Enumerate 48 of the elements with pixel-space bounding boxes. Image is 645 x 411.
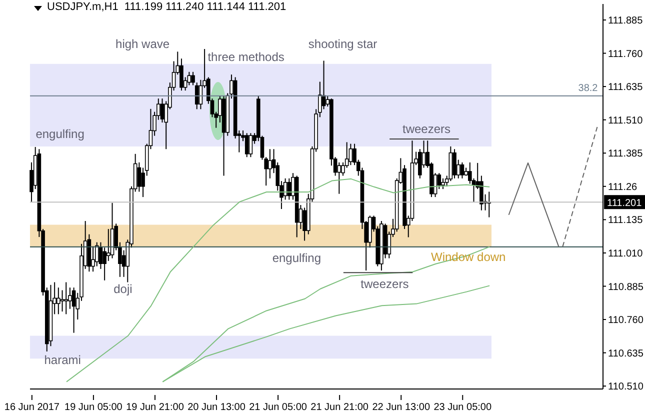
y-tick-label: 111.510 [608,115,644,126]
y-tick-label: 111.26 [608,182,638,193]
y-tick-label: 111.010 [608,248,644,260]
x-tick-label: 19 Jun 05:00 [64,402,123,411]
ref-line-label: 111.201 [607,198,642,210]
annotation: 38.2 [578,82,598,94]
y-tick-label: 111.885 [608,16,644,27]
y-tick-label: 110.635 [608,348,644,360]
annotation: shooting star [308,37,378,51]
annotation: three methods [208,50,284,64]
annotation: harami [44,353,81,367]
x-tick-label: 22 Jun 13:00 [372,402,430,411]
candlestick [441,178,445,190]
candlestick [56,287,60,315]
candlestick [160,98,164,123]
x-tick-label: 21 Jun 21:00 [310,402,369,411]
x-tick-label: 20 Jun 13:00 [188,402,246,411]
candlestick [244,132,249,158]
x-tick-label: 19 Jun 21:00 [126,402,184,411]
y-tick-label: 111.385 [608,148,644,160]
candlestick [452,148,456,179]
x-tick-label: 23 Jun 05:00 [434,402,492,411]
annotation: high wave [116,37,170,51]
y-tick-label: 111.760 [608,48,644,60]
candlestick [72,287,76,334]
candlestick [337,162,342,194]
candlestick [64,282,68,315]
candlestick [268,148,272,179]
y-tick-label: 111.135 [608,215,644,226]
candlestick [460,162,464,179]
annotation: tweezers [402,122,451,136]
candlestick [191,71,195,86]
y-tick-label: 110.760 [608,315,644,326]
candlestick [60,290,64,312]
candlestick [194,82,199,110]
x-tick-label: 16 Jun 2017 [4,402,60,411]
y-tick-label: 110.510 [608,382,644,393]
annotation: doji [114,282,132,296]
candlestick [248,132,253,158]
annotation: engulfing [272,251,322,265]
candlestick [437,172,442,190]
annotation: engulfing [36,127,84,141]
y-tick-label: 111.635 [608,82,644,94]
chart-title: USDJPY.m,H1 111.199 111.240 111.144 111.201 [47,1,286,13]
x-tick-label: 21 Jun 05:00 [249,402,308,411]
annotation: tweezers [360,277,409,291]
y-tick-label: 110.885 [608,282,644,293]
candlestick [348,143,353,166]
